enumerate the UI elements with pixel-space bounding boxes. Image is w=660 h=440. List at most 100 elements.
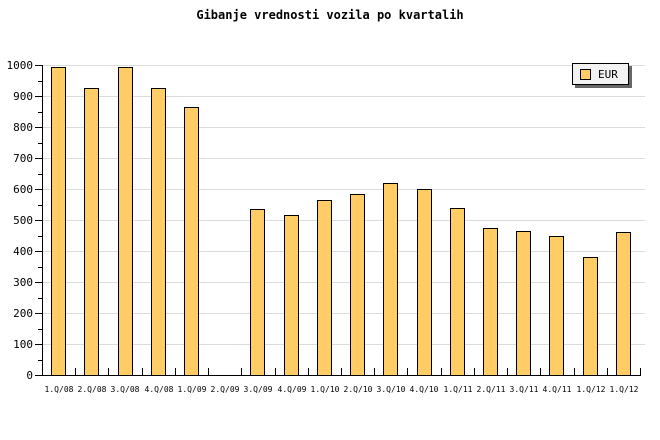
x-tick <box>75 368 76 375</box>
y-minor-tick <box>38 236 42 237</box>
x-tick <box>607 368 608 375</box>
x-category-label: 3.Q/09 <box>243 385 273 394</box>
y-tick-label: 300 <box>13 276 33 289</box>
x-tick <box>42 368 43 375</box>
y-tick-label: 400 <box>13 245 33 258</box>
y-major-tick <box>35 282 42 283</box>
x-category-label: 3.Q/10 <box>376 385 406 394</box>
gridline <box>43 65 645 66</box>
x-axis-line <box>42 375 641 376</box>
y-axis-line <box>42 65 43 376</box>
x-category-label: 1.Q/12 <box>609 385 639 394</box>
gridline <box>43 127 645 128</box>
x-tick <box>540 368 541 375</box>
x-category-label: 1.Q/09 <box>177 385 207 394</box>
x-category-label: 4.Q/09 <box>277 385 307 394</box>
x-tick <box>175 368 176 375</box>
y-minor-tick <box>38 143 42 144</box>
x-tick <box>208 368 209 375</box>
x-tick <box>241 368 242 375</box>
y-tick-label: 200 <box>13 307 33 320</box>
x-tick <box>108 368 109 375</box>
bar-9 <box>350 194 365 376</box>
bar-4 <box>184 107 199 376</box>
y-minor-tick <box>38 329 42 330</box>
x-tick <box>574 368 575 375</box>
bar-17 <box>616 232 631 376</box>
x-category-label: 2.Q/11 <box>476 385 506 394</box>
x-tick <box>341 368 342 375</box>
y-major-tick <box>35 96 42 97</box>
y-major-tick <box>35 65 42 66</box>
y-minor-tick <box>38 112 42 113</box>
y-major-tick <box>35 375 42 376</box>
x-category-label: 1.Q/11 <box>443 385 473 394</box>
y-tick-label: 700 <box>13 152 33 165</box>
x-tick <box>407 368 408 375</box>
y-tick-label: 800 <box>13 121 33 134</box>
x-tick <box>441 368 442 375</box>
gridline <box>43 158 645 159</box>
x-category-label: 1.Q/08 <box>44 385 74 394</box>
y-major-tick <box>35 220 42 221</box>
x-category-label: 4.Q/08 <box>144 385 174 394</box>
bar-12 <box>450 208 465 376</box>
y-major-tick <box>35 189 42 190</box>
bar-2 <box>118 67 133 376</box>
x-tick <box>275 368 276 375</box>
bar-3 <box>151 88 166 376</box>
x-category-label: 4.Q/11 <box>542 385 572 394</box>
x-category-label: 2.Q/09 <box>210 385 240 394</box>
gridline <box>43 282 645 283</box>
x-category-label: 3.Q/08 <box>110 385 140 394</box>
y-minor-tick <box>38 81 42 82</box>
gridline <box>43 344 645 345</box>
y-tick-label: 0 <box>26 369 33 382</box>
x-category-label: 4.Q/10 <box>409 385 439 394</box>
y-major-tick <box>35 313 42 314</box>
y-major-tick <box>35 127 42 128</box>
bar-11 <box>417 189 432 376</box>
gridline <box>43 96 645 97</box>
x-tick <box>142 368 143 375</box>
x-category-label: 2.Q/10 <box>343 385 373 394</box>
bar-8 <box>317 200 332 376</box>
x-tick <box>640 368 641 375</box>
bar-10 <box>383 183 398 376</box>
legend-swatch-eur-icon <box>580 68 591 80</box>
legend-label: EUR <box>598 67 618 81</box>
y-tick-label: 900 <box>13 90 33 103</box>
y-tick-label: 100 <box>13 338 33 351</box>
x-category-label: 2.Q/08 <box>77 385 107 394</box>
gridline <box>43 220 645 221</box>
x-tick <box>474 368 475 375</box>
y-minor-tick <box>38 267 42 268</box>
y-major-tick <box>35 251 42 252</box>
x-tick <box>507 368 508 375</box>
chart-title: Gibanje vrednosti vozila po kvartalih <box>196 8 464 22</box>
bar-0 <box>51 67 66 376</box>
y-minor-tick <box>38 360 42 361</box>
y-minor-tick <box>38 298 42 299</box>
y-minor-tick <box>38 174 42 175</box>
x-category-label: 1.Q/10 <box>310 385 340 394</box>
bar-7 <box>284 215 299 376</box>
bar-1 <box>84 88 99 376</box>
y-minor-tick <box>38 205 42 206</box>
y-tick-label: 1000 <box>6 59 34 72</box>
bar-13 <box>483 228 498 376</box>
y-major-tick <box>35 344 42 345</box>
legend: EUR <box>572 63 629 85</box>
bar-15 <box>549 236 564 376</box>
x-tick <box>308 368 309 375</box>
x-category-label: 1.Q/12 <box>576 385 606 394</box>
gridline <box>43 313 645 314</box>
gridline <box>43 251 645 252</box>
bar-6 <box>250 209 265 376</box>
bar-14 <box>516 231 531 376</box>
y-tick-label: 600 <box>13 183 33 196</box>
y-major-tick <box>35 158 42 159</box>
gridline <box>43 189 645 190</box>
